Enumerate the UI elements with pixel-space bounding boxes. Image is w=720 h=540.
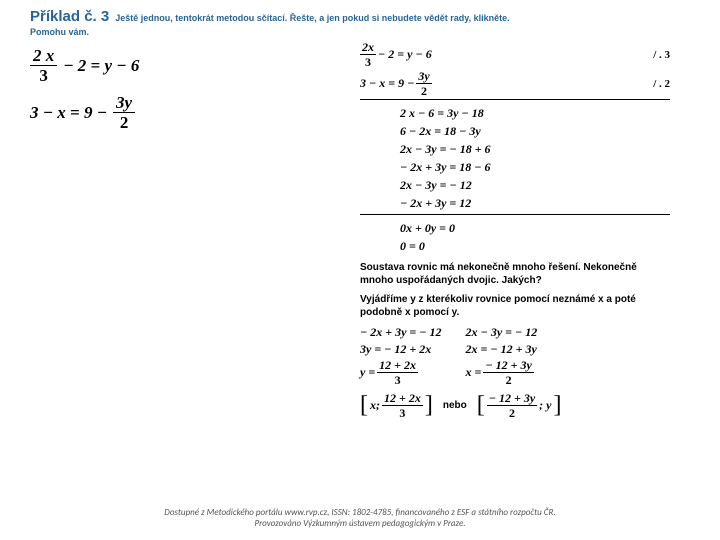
equation-2: 3 − x = 9 − 3y 2 <box>30 94 350 131</box>
res1-d: 3 <box>397 406 407 419</box>
res2-d: 2 <box>507 406 517 419</box>
line-7: 0 = 0 <box>400 237 670 255</box>
result-row: [ x; 12 + 2x 3 ] nebo [ − 12 + 3y 2 ; y … <box>360 392 670 419</box>
line-5: − 2x + 3y = 12 <box>400 194 670 212</box>
note-express: Vyjádříme y z kterékoliv rovnice pomocí … <box>360 293 670 319</box>
sr-x: x = <box>466 365 482 380</box>
sl-1: − 2x + 3y = − 12 <box>360 325 442 340</box>
sl-2: 3y = − 12 + 2x <box>360 342 442 357</box>
page-subtitle: Ještě jednou, tentokrát metodou sčítací.… <box>115 13 509 23</box>
line-4: 2x − 3y = − 12 <box>400 176 670 194</box>
divider-1 <box>360 99 670 100</box>
eq2-numerator: 3y <box>113 94 135 113</box>
footer-line-2: Provozováno Výzkumným ústavem pedagogick… <box>0 518 720 530</box>
equation-1: 2 x 3 − 2 = y − 6 <box>30 47 350 84</box>
bracket-open-1: [ <box>360 392 368 419</box>
bracket-close-1: ] <box>425 392 433 419</box>
sr-1: 2x − 3y = − 12 <box>466 325 538 340</box>
page-title: Příklad č. 3 <box>30 8 109 25</box>
footer: Dostupné z Metodického portálu www.rvp.c… <box>0 507 720 530</box>
res1-n: 12 + 2x <box>382 392 423 406</box>
res1-x: x; <box>370 398 380 413</box>
header: Příklad č. 3 Ještě jednou, tentokrát met… <box>0 0 720 37</box>
eq1-numerator: 2 x <box>30 47 57 66</box>
step-row-2: 3 − x = 9 − 3y 2 / . 2 <box>360 70 670 97</box>
eq2-denominator: 2 <box>117 113 132 131</box>
line-2: 2x − 3y = − 18 + 6 <box>400 140 670 158</box>
sr-xd: 2 <box>504 373 514 386</box>
r2-num: 3y <box>416 70 431 84</box>
solve-block: − 2x + 3y = − 12 3y = − 12 + 2x y = 12 +… <box>360 325 670 386</box>
title-row: Příklad č. 3 Ještě jednou, tentokrát met… <box>30 8 690 25</box>
bracket-close-2: ] <box>554 392 562 419</box>
problem-column: 2 x 3 − 2 = y − 6 3 − x = 9 − 3y 2 <box>30 41 350 419</box>
sl-y: y = <box>360 365 375 380</box>
r1-op: / . 3 <box>653 49 670 61</box>
eq1-rest: − 2 = y − 6 <box>63 56 139 76</box>
main-content: 2 x 3 − 2 = y − 6 3 − x = 9 − 3y 2 2x 3 … <box>0 37 720 419</box>
help-text: Pomohu vám. <box>30 27 690 37</box>
solve-left: − 2x + 3y = − 12 3y = − 12 + 2x y = 12 +… <box>360 325 442 386</box>
divider-2 <box>360 214 670 215</box>
res2-y: ; y <box>539 398 551 413</box>
note-infinite: Soustava rovnic má nekonečně mnoho řešen… <box>360 261 670 287</box>
step-row-1: 2x 3 − 2 = y − 6 / . 3 <box>360 41 670 68</box>
bracket-open-2: [ <box>477 392 485 419</box>
eq2-pre: 3 − x = 9 − <box>30 103 107 123</box>
eq1-denominator: 3 <box>36 66 51 84</box>
footer-line-1: Dostupné z Metodického portálu www.rvp.c… <box>0 507 720 519</box>
r1-rest: − 2 = y − 6 <box>378 47 432 62</box>
line-1: 6 − 2x = 18 − 3y <box>400 122 670 140</box>
nebo-label: nebo <box>443 400 467 411</box>
sl-yn: 12 + 2x <box>377 359 418 373</box>
solution-lines: 2 x − 6 = 3y − 18 6 − 2x = 18 − 3y 2x − … <box>360 104 670 255</box>
r2-pre: 3 − x = 9 − <box>360 76 414 91</box>
sl-yd: 3 <box>393 373 403 386</box>
r1-den: 3 <box>363 55 373 68</box>
r2-op: / . 2 <box>653 78 670 90</box>
res2-n: − 12 + 3y <box>487 392 537 406</box>
line-0: 2 x − 6 = 3y − 18 <box>400 104 670 122</box>
solution-column: 2x 3 − 2 = y − 6 / . 3 3 − x = 9 − 3y 2 … <box>360 41 670 419</box>
solve-right: 2x − 3y = − 12 2x = − 12 + 3y x = − 12 +… <box>466 325 538 386</box>
sr-2: 2x = − 12 + 3y <box>466 342 538 357</box>
sr-xn: − 12 + 3y <box>483 359 533 373</box>
r2-den: 2 <box>419 84 429 97</box>
line-3: − 2x + 3y = 18 − 6 <box>400 158 670 176</box>
r1-num: 2x <box>360 41 376 55</box>
line-6: 0x + 0y = 0 <box>400 219 670 237</box>
